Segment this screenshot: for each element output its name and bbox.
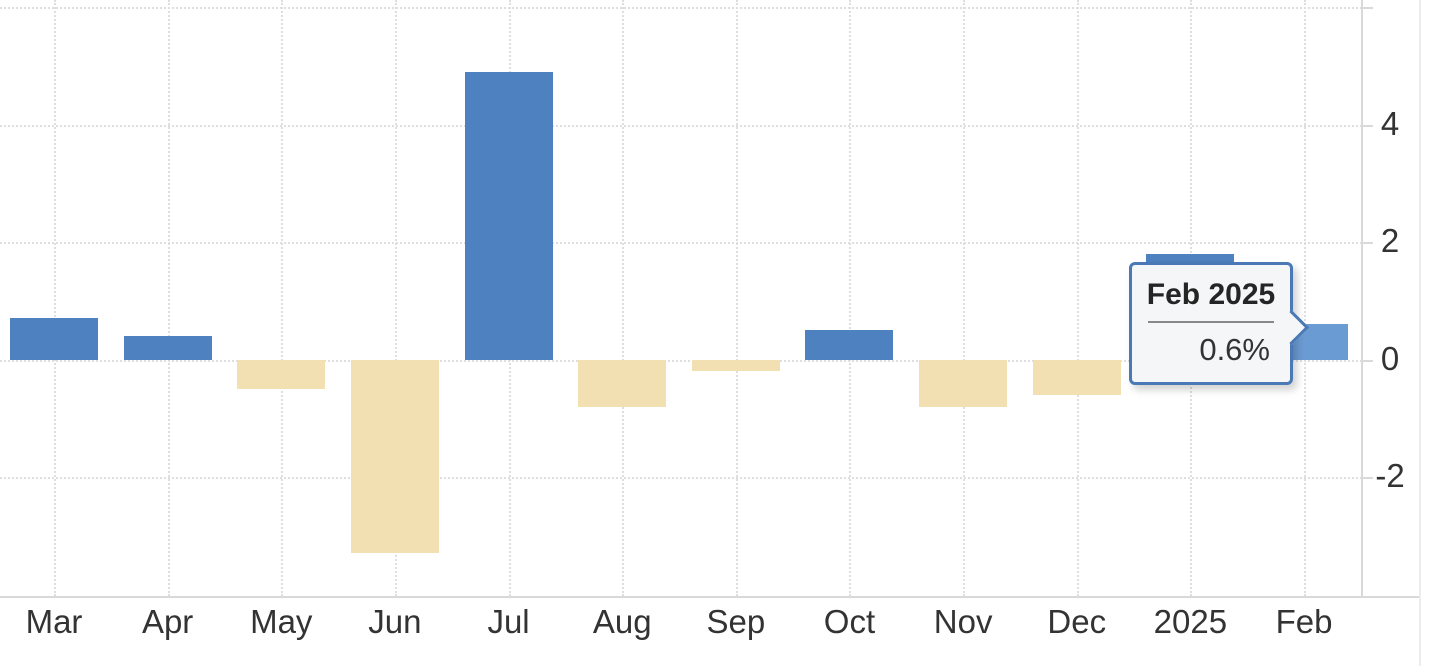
gridline-horizontal: [0, 359, 1362, 362]
bar-oct[interactable]: [805, 330, 894, 360]
bar-jun[interactable]: [350, 359, 439, 554]
bar-mar[interactable]: [10, 318, 98, 360]
bar-sep[interactable]: [691, 359, 780, 372]
gridline-horizontal: [0, 477, 1362, 479]
bar-nov[interactable]: [919, 359, 1008, 407]
tooltip-value: 0.6%: [1199, 332, 1270, 367]
bar-apr[interactable]: [123, 336, 212, 360]
y-axis-label: 0: [1380, 339, 1400, 377]
x-axis-label-aug: Aug: [592, 603, 652, 640]
tooltip-divider: [1148, 321, 1274, 323]
gridline-vertical: [54, 0, 56, 596]
y-axis-label: 2: [1380, 222, 1400, 260]
gridline-vertical: [394, 0, 397, 596]
gridline-vertical: [1304, 0, 1307, 596]
y-axis-line: [1361, 0, 1363, 597]
gridline-horizontal: [0, 7, 1362, 9]
gridline-vertical: [622, 0, 625, 596]
x-axis-label-apr: Apr: [141, 603, 194, 640]
x-axis-label-jul: Jul: [487, 603, 530, 640]
y-axis-tick: [1362, 7, 1373, 9]
x-axis-label-oct: Oct: [823, 603, 876, 640]
gridline-vertical: [735, 0, 738, 596]
x-axis-label-may: May: [250, 603, 313, 640]
y-axis-label: -2: [1375, 457, 1405, 495]
x-axis-label-sep: Sep: [706, 603, 766, 640]
x-axis-label-dec: Dec: [1047, 603, 1107, 640]
x-axis-line: [0, 596, 1419, 598]
chart-right-border: [1419, 0, 1421, 666]
gridline-horizontal: [0, 124, 1362, 127]
x-axis-label-nov: Nov: [933, 603, 993, 640]
gridline-vertical: [849, 0, 852, 596]
gridline-vertical: [281, 0, 284, 596]
bar-dec[interactable]: [1032, 359, 1121, 395]
y-axis-tick: [1362, 359, 1373, 362]
x-axis-label-mar: Mar: [25, 603, 83, 640]
tooltip: Feb 2025 0.6%: [1129, 262, 1310, 385]
gridline-vertical: [963, 0, 966, 596]
x-axis-label-feb: Feb: [1275, 603, 1333, 640]
gridline-horizontal: [0, 242, 1362, 244]
y-axis-tick: [1362, 242, 1373, 244]
y-axis-tick: [1362, 477, 1373, 479]
x-axis-label-2025: 2025: [1153, 603, 1228, 640]
bar-may[interactable]: [237, 359, 326, 389]
gridline-vertical: [167, 0, 170, 596]
gridline-vertical: [1076, 0, 1079, 596]
tooltip-title: Feb 2025: [1146, 278, 1276, 311]
y-axis-tick: [1362, 124, 1373, 127]
bar-aug[interactable]: [578, 359, 667, 407]
bar-jul[interactable]: [464, 71, 553, 360]
x-axis-label-jun: Jun: [368, 603, 422, 640]
y-axis-label: 4: [1380, 104, 1400, 142]
